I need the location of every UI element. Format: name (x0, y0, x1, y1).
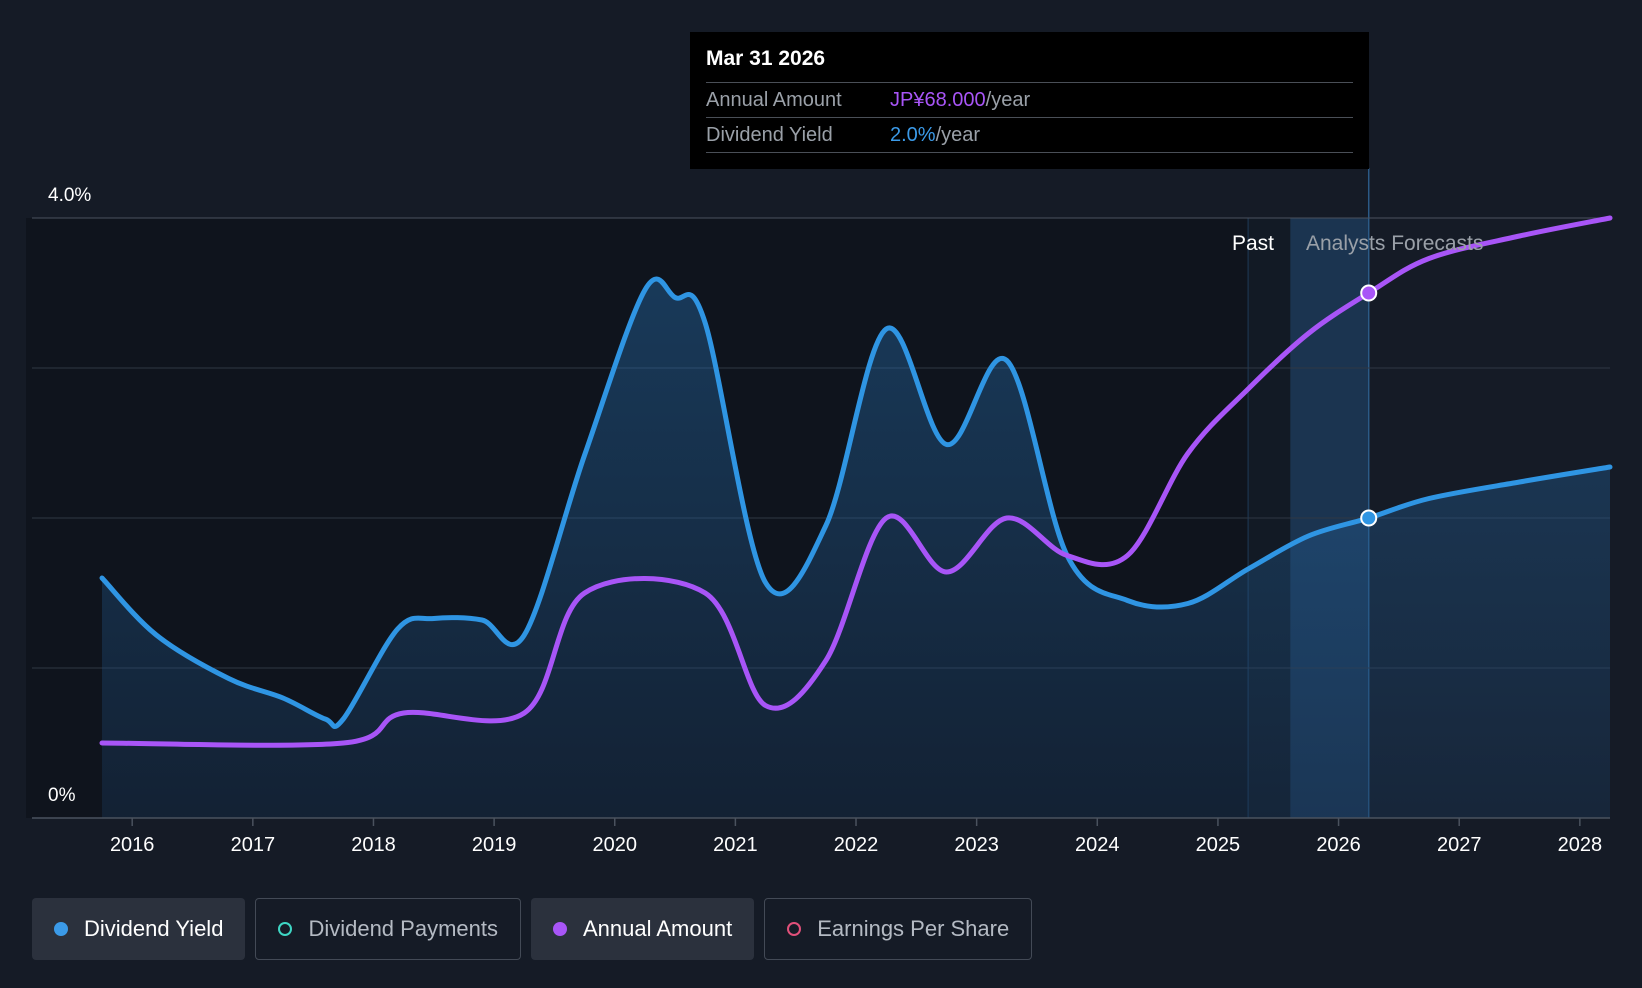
x-tick-label: 2017 (231, 834, 276, 856)
x-tick-label: 2027 (1437, 834, 1482, 856)
x-tick-label: 2018 (351, 834, 396, 856)
x-tick-label: 2021 (713, 834, 758, 856)
x-tick-label: 2025 (1196, 834, 1241, 856)
x-tick-label: 2028 (1558, 834, 1603, 856)
x-tick-label: 2019 (472, 834, 517, 856)
legend-annual-amount-dot-icon (552, 922, 567, 936)
tooltip-annual-label: Annual Amount (706, 89, 842, 111)
legend-earnings-per-share-dot-icon (787, 922, 802, 936)
annual-amount-marker (1360, 284, 1378, 302)
dividend-yield-line[interactable] (99, 276, 1613, 730)
tooltip: Mar 31 2026 Annual Amount JP¥68.000 /yea… (690, 32, 1369, 169)
legend-dividend-payments-dot-icon (278, 922, 293, 936)
annual-amount-line[interactable] (99, 215, 1613, 748)
y-axis-label-bottom: 0% (48, 785, 76, 806)
tooltip-annual-value: JP¥68.000 (890, 89, 986, 111)
x-tick-label: 2020 (592, 834, 637, 856)
legend-earnings-per-share[interactable]: Earnings Per Share (764, 898, 1033, 960)
x-tick-label: 2023 (954, 834, 999, 856)
legend-annual-amount[interactable]: Annual Amount (530, 898, 755, 960)
legend-dividend-yield-dot-icon (54, 922, 68, 936)
legend-dividend-payments-label: Dividend Payments (308, 916, 498, 941)
past-label: Past (1232, 232, 1274, 255)
x-tick-label: 2016 (110, 834, 155, 856)
tooltip-annual-row: Annual Amount JP¥68.000 /year (706, 82, 1353, 117)
tooltip-yield-value: 2.0% (890, 124, 936, 146)
y-axis-label-top: 4.0% (48, 185, 91, 206)
dividend-yield-area (102, 279, 1610, 819)
legend-dividend-yield[interactable]: Dividend Yield (32, 898, 246, 960)
tooltip-yield-label: Dividend Yield (706, 124, 833, 146)
x-tick-label: 2022 (834, 834, 879, 856)
legend-dividend-payments[interactable]: Dividend Payments (255, 898, 521, 960)
tooltip-yield-row: Dividend Yield 2.0% /year (706, 117, 1353, 153)
tooltip-date: Mar 31 2026 (706, 47, 826, 70)
legend-dividend-yield-label: Dividend Yield (84, 916, 224, 941)
tooltip-yield-unit: /year (935, 124, 981, 146)
legend-earnings-per-share-label: Earnings Per Share (817, 916, 1010, 941)
legend: Dividend Yield Dividend Payments Annual Am… (32, 898, 1042, 960)
forecast-label: Analysts Forecasts (1306, 232, 1483, 255)
dividend-yield-marker (1360, 509, 1378, 527)
x-tick-label: 2024 (1075, 834, 1120, 856)
legend-annual-amount-label: Annual Amount (582, 916, 733, 941)
x-tick-label: 2026 (1316, 834, 1361, 856)
tooltip-annual-unit: /year (985, 89, 1031, 111)
